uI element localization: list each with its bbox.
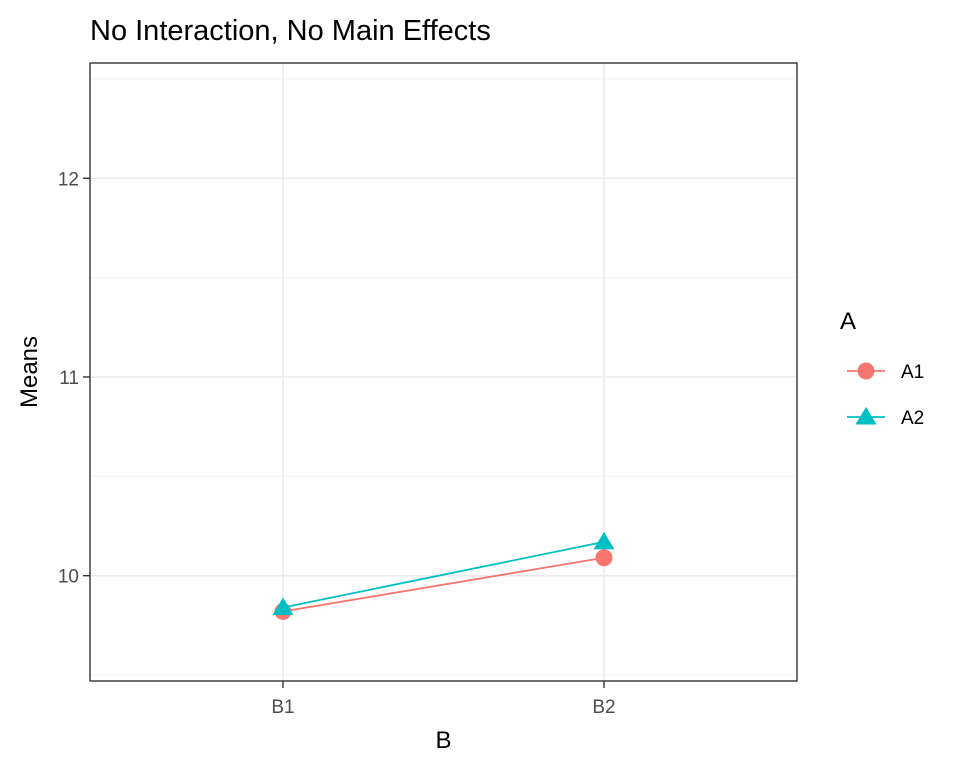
series-layer (272, 531, 615, 620)
x-tick-label: B1 (271, 697, 294, 718)
legend-key-marker-a1 (857, 362, 875, 380)
series-line-a2 (282, 541, 605, 609)
y-tick-label: 12 (58, 169, 79, 190)
plot-panel (90, 63, 797, 681)
data-point-a2-b1 (272, 597, 294, 615)
major-gridlines (90, 63, 797, 681)
legend-label-a1: A1 (901, 362, 924, 383)
x-tick-label: B2 (592, 697, 615, 718)
legend-title: A (840, 308, 856, 335)
legend: A A1 A2 (840, 308, 924, 429)
y-tick-label: 10 (58, 567, 79, 588)
data-point-a1-b2 (595, 549, 613, 567)
legend-items: A1 A2 (847, 362, 924, 429)
plot-panel-border (89, 62, 798, 682)
y-tick-label: 11 (59, 368, 79, 389)
x-axis-title: B (435, 727, 451, 754)
minor-gridlines (90, 78, 797, 676)
legend-label-a2: A2 (901, 408, 924, 429)
data-point-a2-b2 (593, 531, 615, 550)
chart-title: No Interaction, No Main Effects (90, 15, 491, 47)
y-axis: 10 11 12 (58, 169, 90, 588)
y-axis-title: Means (16, 336, 43, 408)
x-axis: B1 B2 (271, 681, 616, 718)
legend-key-marker-a2 (855, 407, 877, 425)
series-line-a1 (282, 556, 605, 613)
